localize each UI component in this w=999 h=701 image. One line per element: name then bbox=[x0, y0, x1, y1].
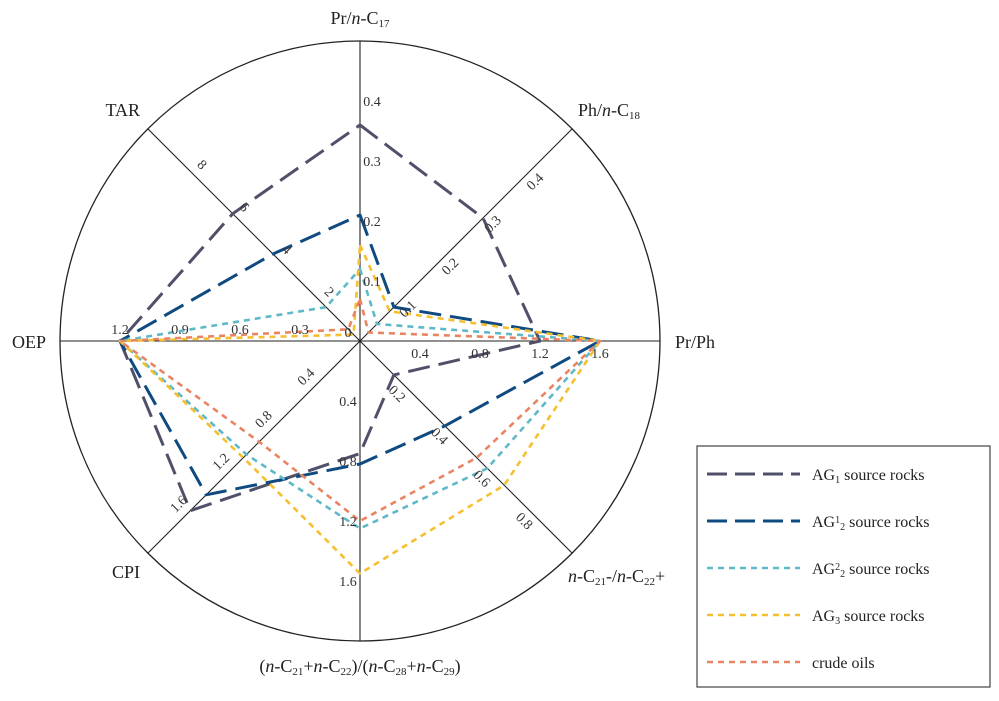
tick-label: 1.2 bbox=[339, 515, 357, 530]
series-line-2 bbox=[118, 213, 602, 497]
legend-entry-5: crude oils bbox=[812, 655, 875, 672]
tick-label: 0.4 bbox=[411, 347, 429, 362]
axis-spoke bbox=[359, 128, 573, 342]
series-line-5 bbox=[118, 297, 602, 523]
axis-spoke bbox=[147, 128, 361, 342]
axis-label: Ph/n-C18 bbox=[578, 100, 641, 122]
tick-label: 6 bbox=[236, 200, 252, 216]
tick-label: 0.2 bbox=[363, 215, 381, 230]
axis-label: Pr/Ph bbox=[675, 332, 715, 352]
series-layer bbox=[118, 123, 602, 575]
tick-label: 0.4 bbox=[524, 171, 547, 194]
axis-label: TAR bbox=[105, 100, 140, 120]
tick-label: 1.6 bbox=[339, 575, 357, 590]
tick-label: 4 bbox=[278, 242, 294, 258]
tick-label: 1.2 bbox=[111, 323, 129, 338]
axis-label: OEP bbox=[12, 332, 46, 352]
axis-spoke bbox=[359, 340, 573, 554]
legend: AG1 source rocks AG12 source rocks AG22 so… bbox=[696, 445, 991, 688]
tick-label: 0.4 bbox=[363, 95, 381, 110]
tick-label: 0.4 bbox=[295, 366, 318, 389]
tick-label: 1.6 bbox=[168, 493, 191, 516]
axis-label: n-C21-/n-C22+ bbox=[568, 566, 665, 588]
legend-box bbox=[696, 445, 991, 688]
tick-label: 0.6 bbox=[231, 323, 249, 338]
tick-label: 0.8 bbox=[339, 455, 357, 470]
legend-entry-4: AG3 source rocks bbox=[812, 608, 925, 627]
tick-label: 0.4 bbox=[339, 395, 357, 410]
center-tick-label: 0 bbox=[345, 326, 352, 341]
tick-label: 0.3 bbox=[363, 155, 381, 170]
legend-entry-2: AG12 source rocks bbox=[812, 514, 930, 533]
axis-label: (n-C21+n-C22)/(n-C28+n-C29) bbox=[259, 656, 460, 678]
tick-label: 0.2 bbox=[439, 256, 462, 279]
tick-label: 0.3 bbox=[482, 213, 505, 236]
tick-label: 0.4 bbox=[427, 425, 450, 448]
tick-label: 1.2 bbox=[210, 451, 233, 474]
tick-label: 0.8 bbox=[512, 510, 535, 533]
tick-label: 0.1 bbox=[363, 275, 381, 290]
legend-entry-3: AG22 source rocks bbox=[812, 561, 930, 580]
tick-label: 0.9 bbox=[171, 323, 189, 338]
tick-label: 0.6 bbox=[470, 468, 493, 491]
legend-entry-1: AG1 source rocks bbox=[812, 467, 925, 486]
axis-label: Pr/n-C17 bbox=[330, 8, 390, 30]
series-line-1 bbox=[118, 123, 542, 513]
grid-layer bbox=[59, 40, 661, 642]
tick-label: 8 bbox=[193, 158, 209, 174]
tick-label: 0.8 bbox=[471, 347, 489, 362]
tick-label: 2 bbox=[321, 285, 337, 301]
tick-label: 0.3 bbox=[291, 323, 309, 338]
series-line-3 bbox=[118, 267, 602, 530]
tick-label: 0.1 bbox=[397, 298, 420, 321]
tick-label: 1.2 bbox=[531, 347, 549, 362]
axis-label-layer: Pr/n-C17 Ph/n-C18 Pr/Ph n-C21-/n-C22+ (n-C21… bbox=[12, 8, 715, 678]
axis-spoke bbox=[147, 340, 361, 554]
tick-label: 1.6 bbox=[591, 347, 609, 362]
series-line-4 bbox=[118, 243, 602, 575]
axis-label: CPI bbox=[112, 562, 140, 582]
